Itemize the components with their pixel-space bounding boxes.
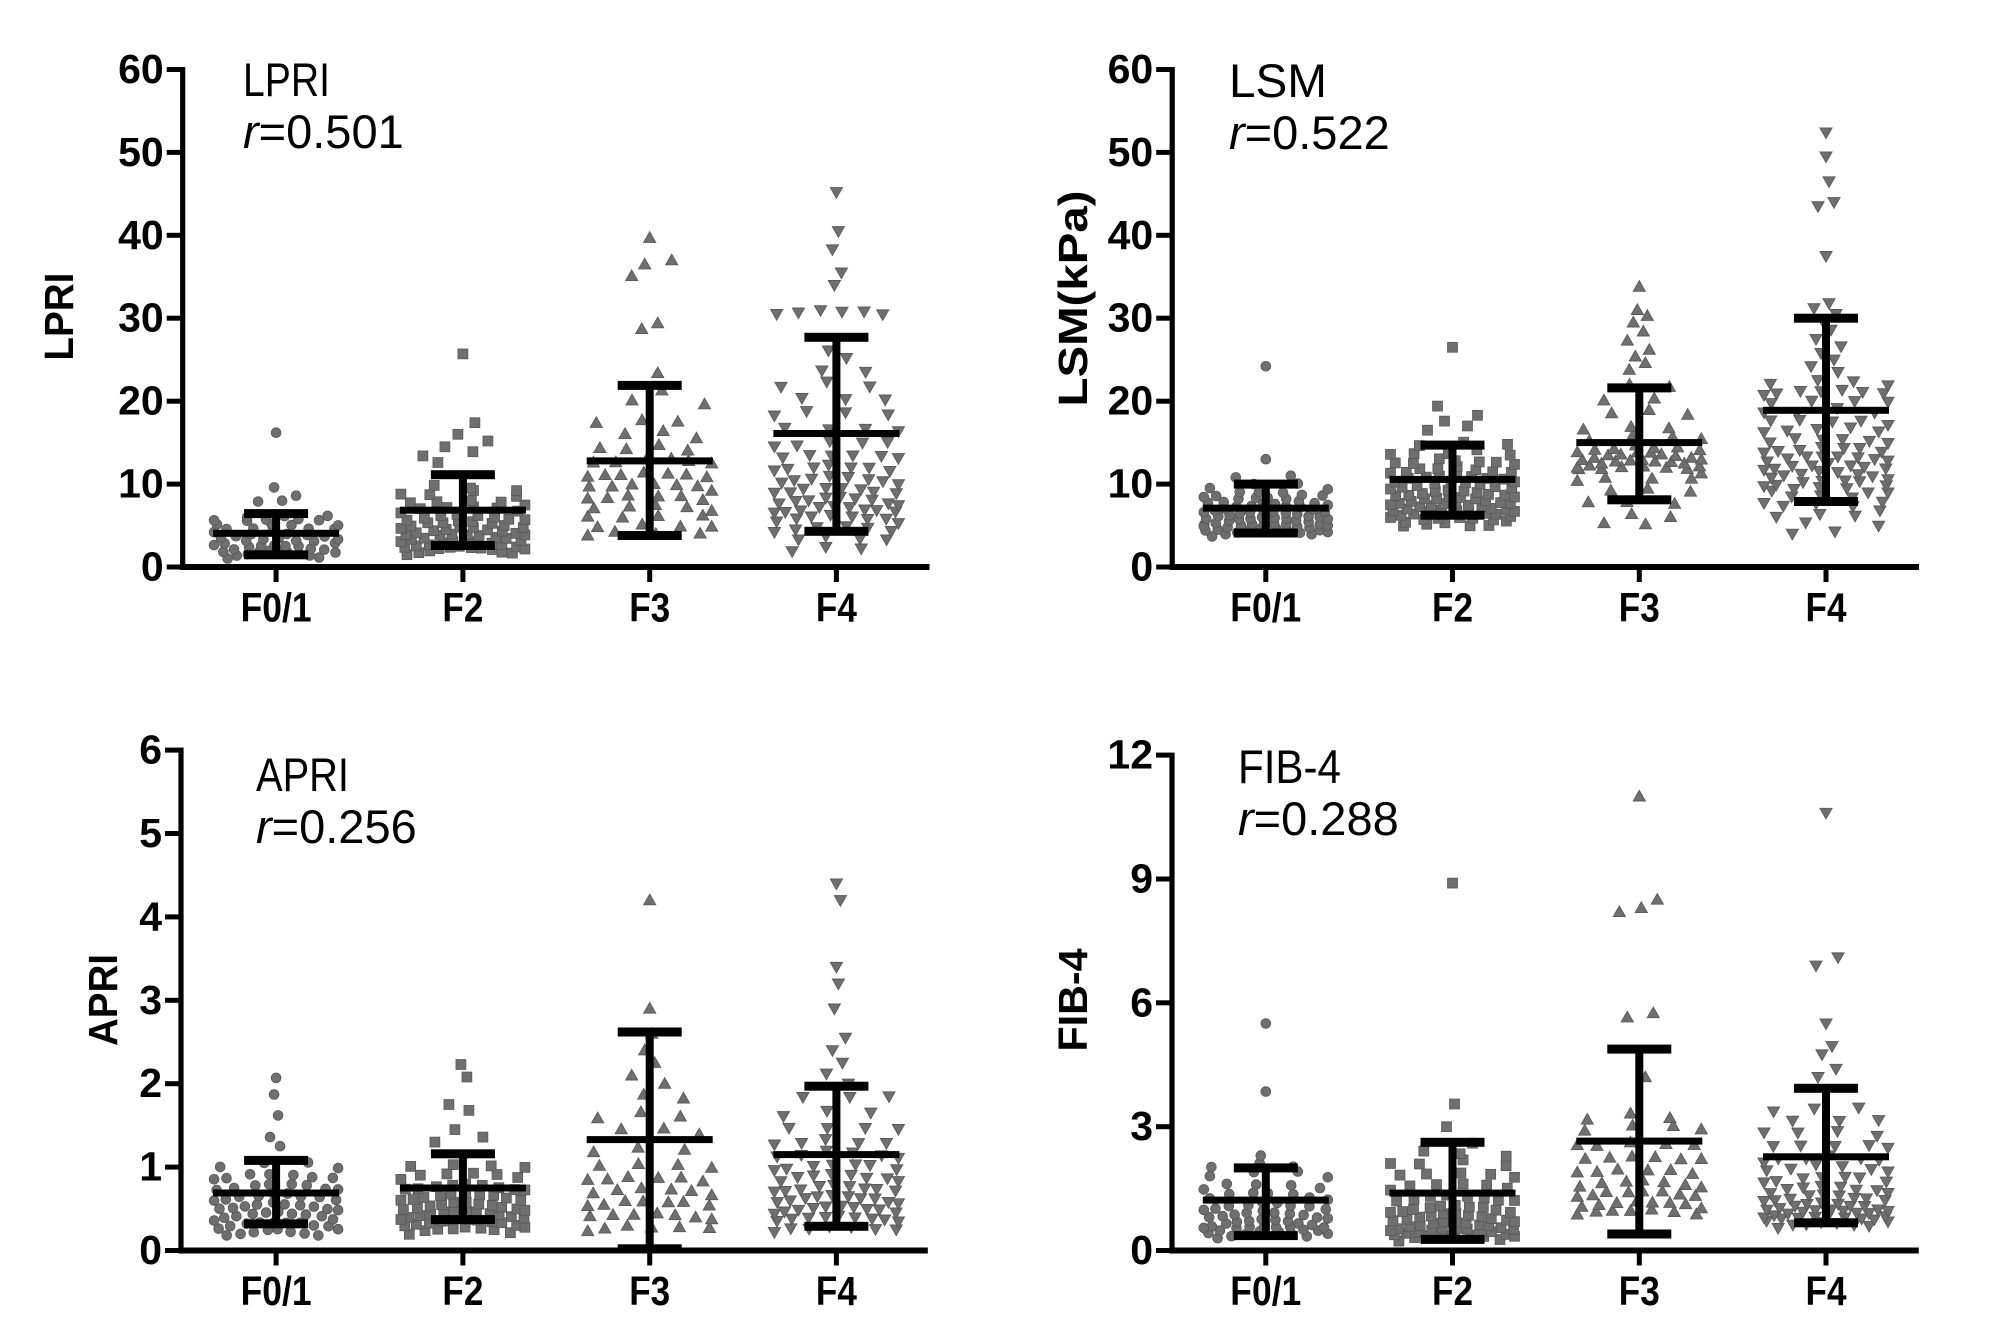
svg-text:APRI: APRI [80, 954, 126, 1046]
svg-text:F4: F4 [816, 585, 857, 631]
svg-text:40: 40 [118, 212, 164, 258]
svg-text:2: 2 [139, 1060, 162, 1106]
svg-text:20: 20 [1108, 378, 1154, 424]
svg-text:F3: F3 [1619, 1268, 1660, 1314]
svg-text:F4: F4 [816, 1268, 857, 1314]
svg-text:LPRI: LPRI [243, 53, 330, 106]
svg-text:F0/1: F0/1 [241, 1268, 312, 1314]
svg-text:20: 20 [118, 378, 164, 424]
svg-text:60: 60 [118, 46, 164, 92]
svg-text:0: 0 [141, 544, 164, 590]
svg-text:10: 10 [1108, 461, 1154, 507]
svg-text:50: 50 [1108, 129, 1154, 175]
svg-text:LSM: LSM [1229, 54, 1327, 107]
svg-text:F0/1: F0/1 [1230, 1268, 1301, 1314]
svg-text:r=0.522: r=0.522 [1229, 106, 1390, 159]
svg-text:50: 50 [118, 129, 164, 175]
svg-text:12: 12 [1107, 732, 1153, 778]
svg-text:F3: F3 [629, 1268, 670, 1314]
svg-text:F3: F3 [1619, 585, 1660, 631]
svg-text:3: 3 [1130, 1103, 1153, 1149]
svg-text:LPRI: LPRI [36, 273, 82, 361]
svg-text:FIB-4: FIB-4 [1050, 948, 1096, 1051]
svg-text:r=0.288: r=0.288 [1238, 792, 1399, 845]
svg-text:1: 1 [139, 1144, 162, 1190]
svg-text:F2: F2 [442, 585, 483, 631]
svg-text:LSM(kPa): LSM(kPa) [1050, 191, 1096, 407]
svg-text:F4: F4 [1806, 585, 1847, 631]
svg-text:r=0.501: r=0.501 [243, 105, 404, 158]
svg-text:0: 0 [1130, 1227, 1153, 1273]
svg-text:F0/1: F0/1 [241, 585, 312, 631]
svg-text:FIB-4: FIB-4 [1238, 740, 1341, 793]
svg-text:F4: F4 [1806, 1268, 1847, 1314]
svg-text:30: 30 [1108, 295, 1154, 341]
svg-text:5: 5 [139, 810, 162, 856]
svg-text:10: 10 [118, 461, 164, 507]
svg-text:6: 6 [139, 727, 162, 773]
svg-text:9: 9 [1130, 856, 1153, 902]
svg-text:F0/1: F0/1 [1230, 585, 1301, 631]
svg-text:F2: F2 [1432, 585, 1473, 631]
svg-text:F2: F2 [1432, 1268, 1473, 1314]
svg-text:3: 3 [139, 977, 162, 1023]
svg-text:r=0.256: r=0.256 [256, 800, 417, 853]
svg-text:60: 60 [1108, 46, 1154, 92]
svg-text:40: 40 [1108, 212, 1154, 258]
svg-text:30: 30 [118, 295, 164, 341]
svg-text:0: 0 [1130, 544, 1153, 590]
svg-text:F3: F3 [629, 585, 670, 631]
svg-text:F2: F2 [442, 1268, 483, 1314]
svg-text:4: 4 [139, 893, 162, 939]
svg-text:6: 6 [1130, 979, 1153, 1025]
svg-text:APRI: APRI [256, 748, 349, 801]
svg-text:0: 0 [139, 1227, 162, 1273]
